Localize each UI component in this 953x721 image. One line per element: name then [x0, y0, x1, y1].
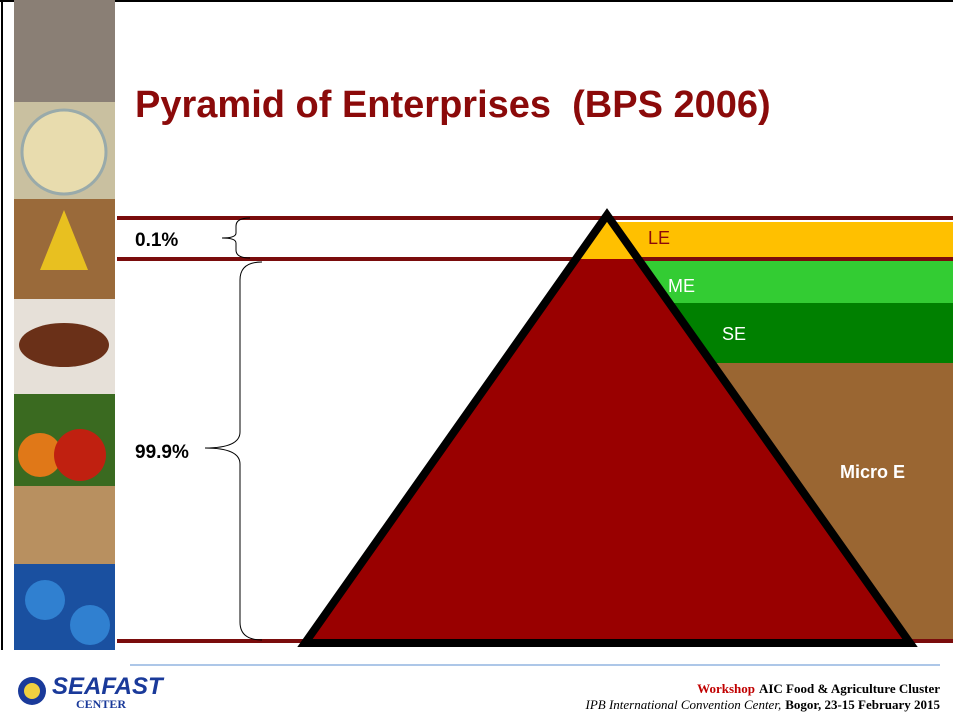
footer-venue: IPB International Convention Center, [585, 697, 782, 712]
footer-line: Workshop AIC Food & Agriculture Cluster [697, 681, 940, 696]
slide-title: Pyramid of Enterprises (BPS 2006) [135, 84, 771, 126]
photo [22, 110, 106, 194]
level-label: SE [722, 324, 746, 344]
footer-line: IPB International Convention Center,Bogo… [585, 697, 941, 712]
photo [70, 605, 110, 645]
photo [25, 580, 65, 620]
footer-text: AIC Food & Agriculture Cluster [759, 681, 940, 696]
share-label: 0.1% [135, 230, 178, 251]
logo-sub: CENTER [76, 697, 126, 711]
logo-name: SEAFAST [52, 673, 165, 700]
photo [14, 0, 115, 102]
slide: Pyramid of Enterprises (BPS 2006) 0.1% 9… [0, 0, 953, 721]
share-label: 99.9% [135, 442, 189, 463]
logo-emblem [24, 683, 40, 699]
photo [14, 486, 115, 564]
level-label: Micro E [840, 462, 905, 482]
photo [54, 429, 106, 481]
footer-highlight: Workshop [697, 681, 755, 696]
level-label: ME [668, 276, 695, 296]
photo-strip [14, 0, 115, 650]
photo [19, 323, 109, 367]
footer-place: Bogor, 23-15 February 2015 [785, 697, 940, 712]
level-label: LE [648, 228, 670, 248]
